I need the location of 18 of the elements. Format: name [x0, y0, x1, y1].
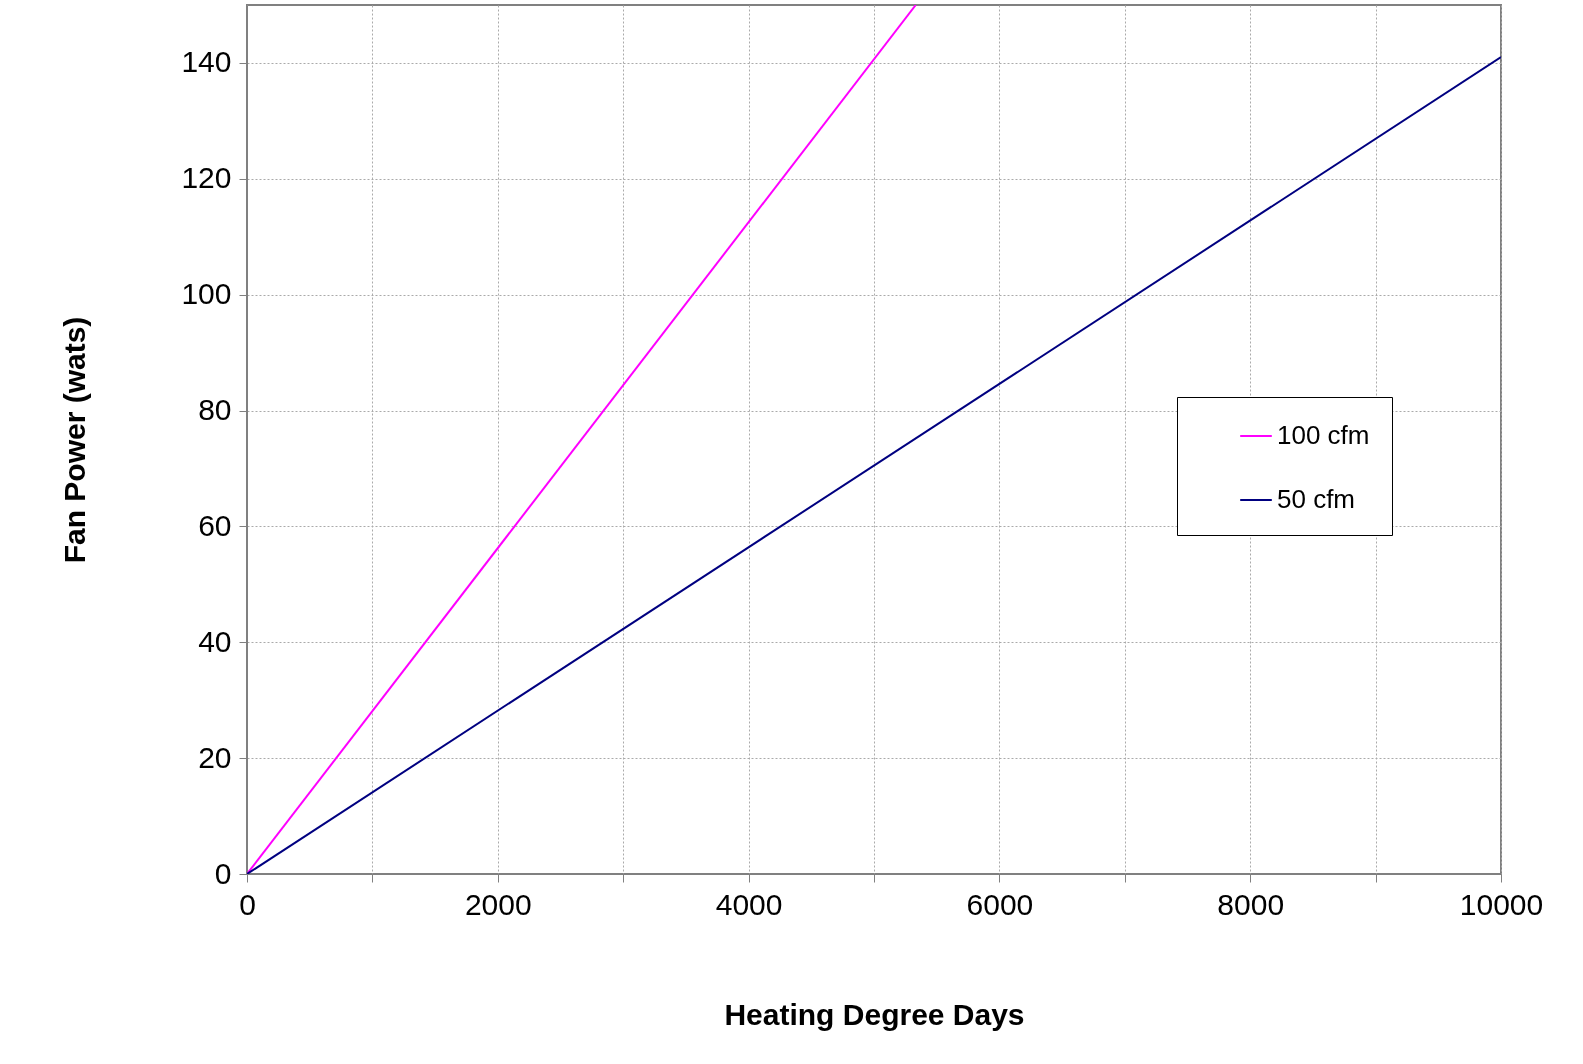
x-tick-label: 10000 [1459, 887, 1544, 921]
x-tick-label: 6000 [966, 887, 1034, 921]
y-tick-label: 60 [198, 508, 232, 542]
x-tick-label: 4000 [715, 887, 783, 921]
y-tick-label: 120 [181, 161, 232, 195]
x-tick-label: 0 [239, 887, 256, 921]
y-axis-title: Fan Power (wats) [58, 316, 92, 564]
y-tick-label: 100 [181, 277, 232, 311]
y-tick-label: 140 [181, 45, 232, 79]
y-tick-label: 40 [198, 624, 232, 658]
legend-label: 50 cfm [1277, 484, 1356, 514]
y-tick-label: 80 [198, 393, 232, 427]
x-tick-label: 8000 [1217, 887, 1285, 921]
legend-label: 100 cfm [1277, 420, 1370, 450]
y-tick-label: 0 [214, 856, 232, 890]
x-axis-title: Heating Degree Days [724, 997, 1025, 1031]
y-tick-label: 20 [198, 740, 232, 774]
x-tick-label: 2000 [464, 887, 532, 921]
